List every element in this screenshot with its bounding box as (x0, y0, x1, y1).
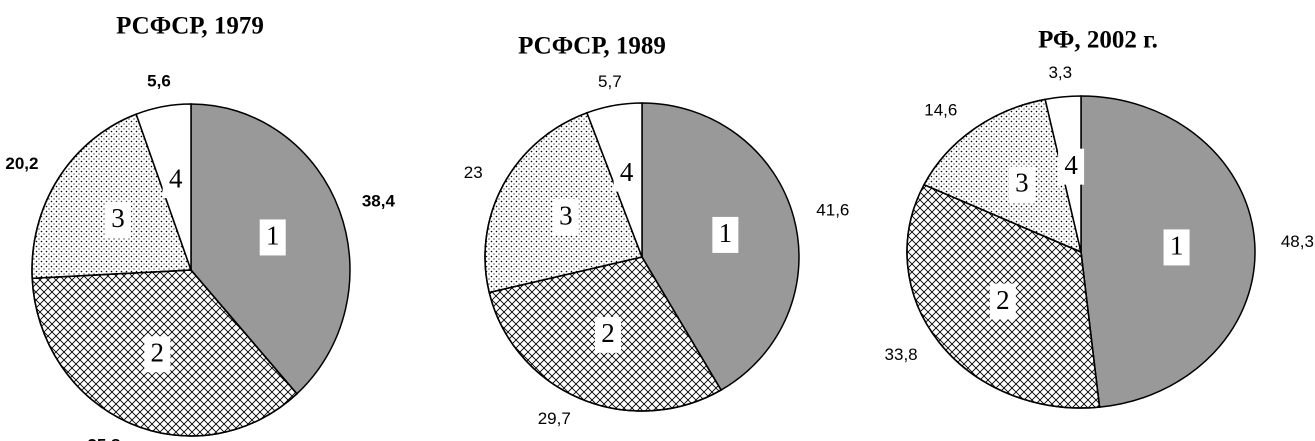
slice-number: 3 (559, 200, 573, 230)
slice-number: 4 (169, 163, 183, 193)
value-label: 41,6 (816, 200, 849, 219)
slice-number: 1 (719, 218, 733, 248)
chart-title: РСФСР, 1989 (518, 33, 666, 60)
slice-number: 2 (996, 285, 1010, 315)
label-box (1008, 166, 1035, 203)
label-box (1058, 148, 1085, 185)
value-label: 3,3 (1048, 63, 1072, 82)
label-box (613, 155, 640, 192)
value-label: 35,8 (87, 436, 120, 441)
value-label: 14,6 (924, 100, 957, 119)
chart-title: РСФСР, 1979 (116, 13, 264, 40)
slice-number: 3 (111, 203, 125, 233)
label-box (162, 162, 189, 199)
slice-pattern (31, 113, 193, 280)
label-box (712, 216, 739, 253)
label-box (594, 316, 621, 353)
value-label: 38,4 (362, 191, 396, 210)
slice-number: 4 (620, 157, 634, 187)
value-label: 20,2 (5, 154, 38, 173)
slice-number: 1 (266, 221, 280, 251)
value-label: 33,8 (885, 345, 918, 364)
chart-title: РФ, 2002 г. (1038, 27, 1158, 54)
slice-number: 4 (1064, 150, 1078, 180)
label-box (1163, 229, 1190, 266)
slice-number: 1 (1170, 231, 1184, 261)
value-label: 23 (464, 163, 483, 182)
label-box (144, 336, 171, 373)
slice-number: 3 (1015, 168, 1029, 198)
slice-pattern (922, 98, 1083, 254)
label-box (259, 219, 286, 256)
slice-number: 2 (151, 337, 165, 367)
value-label: 29,7 (538, 409, 571, 428)
value-label: 5,7 (598, 72, 622, 91)
label-box (105, 201, 132, 238)
slice-number: 2 (601, 318, 615, 348)
label-box (989, 283, 1016, 320)
value-label: 5,6 (147, 72, 171, 91)
value-label: 48,3 (1281, 232, 1314, 251)
label-box (552, 199, 579, 236)
